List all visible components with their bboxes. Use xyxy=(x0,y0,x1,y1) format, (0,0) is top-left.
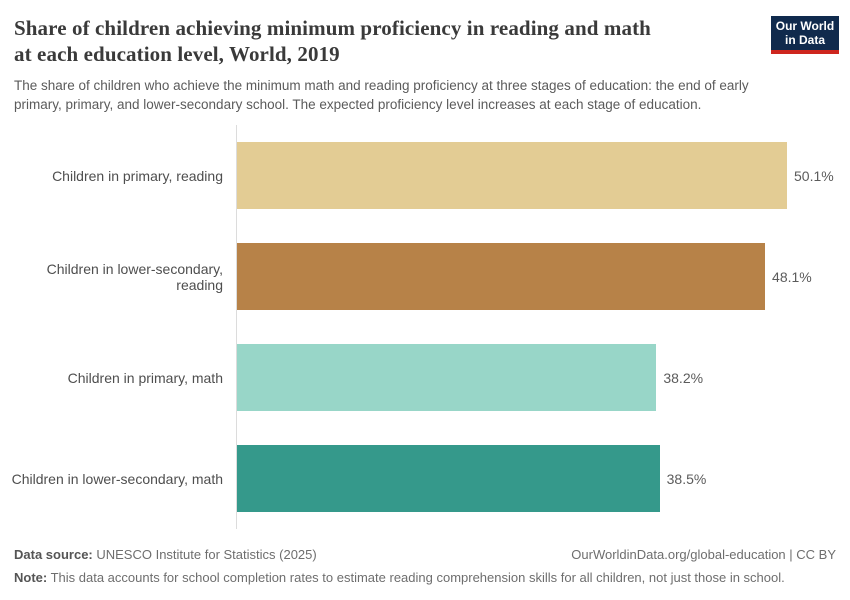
page-title: Share of children achieving minimum prof… xyxy=(14,15,760,67)
title-line-1: Share of children achieving minimum prof… xyxy=(14,16,651,40)
bar[interactable] xyxy=(237,142,787,209)
note-label: Note: xyxy=(14,570,48,585)
note-value: This data accounts for school completion… xyxy=(47,570,785,585)
bar-row: 48.1% xyxy=(237,226,850,327)
bar-row: 38.2% xyxy=(237,327,850,428)
footer-source-row: Data source: UNESCO Institute for Statis… xyxy=(14,546,836,563)
owid-logo-line-1: Our World xyxy=(775,19,835,33)
data-source-value: UNESCO Institute for Statistics (2025) xyxy=(92,547,317,562)
bar-category-label: Children in primary, math xyxy=(67,369,223,386)
bar[interactable] xyxy=(237,344,657,411)
chart-category-labels: Children in primary, reading Children in … xyxy=(0,125,236,529)
bar-category-label: Children in primary, reading xyxy=(52,167,223,184)
chart-plot-area: 50.1% 48.1% 38.2% 38.5% xyxy=(236,125,850,529)
bar-chart: Children in primary, reading Children in … xyxy=(0,125,850,529)
bar-row: 38.5% xyxy=(237,428,850,529)
title-line-2: at each education level, World, 2019 xyxy=(14,42,340,66)
owid-url-link[interactable]: OurWorldinData.org/global-education | CC… xyxy=(571,547,836,562)
bar-value-label: 38.2% xyxy=(663,369,704,386)
owid-logo-line-2: in Data xyxy=(784,33,825,47)
bar-value-label: 48.1% xyxy=(772,268,812,285)
bar-category-label: Children in lower-secondary, math xyxy=(11,470,223,487)
footer-note-row: Note: This data accounts for school comp… xyxy=(14,569,836,586)
bar-value-label: 50.1% xyxy=(794,167,834,184)
chart-footer: Data source: UNESCO Institute for Statis… xyxy=(14,546,836,586)
data-source-text: Data source: UNESCO Institute for Statis… xyxy=(14,546,317,563)
chart-header: Share of children achieving minimum prof… xyxy=(14,15,760,114)
bar[interactable] xyxy=(237,445,660,512)
bar-row: 50.1% xyxy=(237,125,850,226)
data-source-label: Data source: xyxy=(14,547,93,562)
bar-value-label: 38.5% xyxy=(666,470,707,487)
bar-category-label: Children in lower-secondary, reading xyxy=(46,260,223,293)
chart-subtitle: The share of children who achieve the mi… xyxy=(14,78,749,112)
owid-logo[interactable]: Our World in Data xyxy=(771,16,839,54)
bar[interactable] xyxy=(237,243,766,310)
